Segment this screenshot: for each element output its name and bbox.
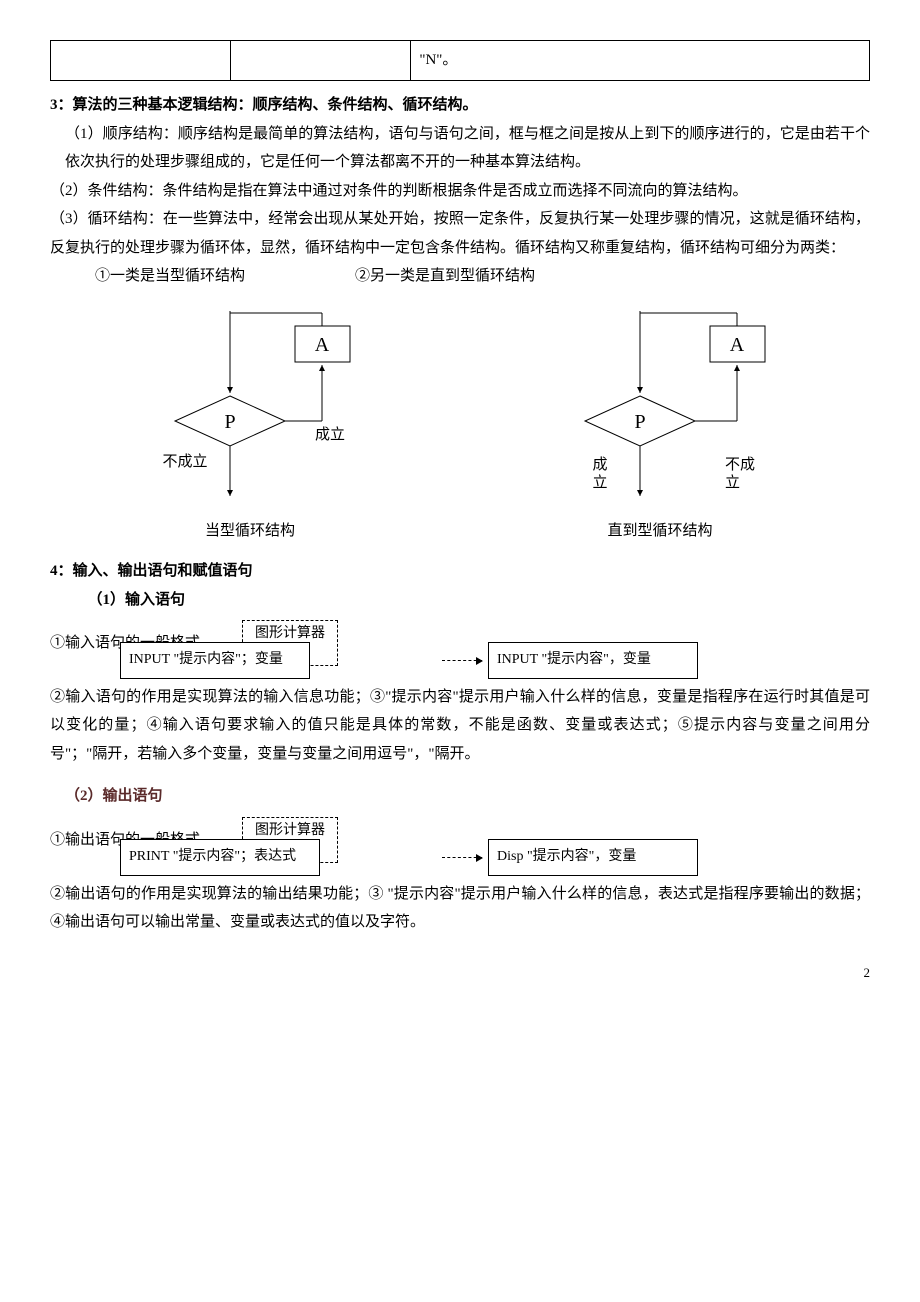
while-caption: 当型循环结构 bbox=[120, 517, 380, 546]
until-caption: 直到型循环结构 bbox=[520, 517, 800, 546]
top-table: "N"。 bbox=[50, 40, 870, 81]
diamond-p-text: P bbox=[224, 411, 235, 433]
loop-type-1-label: ①一类是当型循环结构 bbox=[95, 262, 245, 291]
svg-text:A: A bbox=[730, 334, 745, 356]
calc-format-top: 图形计算器 bbox=[255, 625, 325, 643]
input-code-left: INPUT "提示内容"；变量 bbox=[120, 642, 310, 679]
while-loop-diagram: A P 不成立 成立 当型循环结构 bbox=[120, 301, 380, 546]
while-true-label: 成立 bbox=[315, 426, 345, 443]
output-stmt-title: （2）输出语句 bbox=[65, 782, 870, 811]
input-code-right: INPUT "提示内容"，变量 bbox=[488, 642, 698, 679]
cond-structure-para: （2）条件结构：条件结构是指在算法中通过对条件的判断根据条件是否成立而选择不同流… bbox=[50, 177, 870, 206]
loop-diagrams: A P 不成立 成立 当型循环结构 bbox=[50, 301, 870, 546]
until-loop-svg: A P 成 立 不成 立 bbox=[520, 301, 800, 511]
dashed-arrow-icon bbox=[442, 660, 482, 661]
while-false-label: 不成立 bbox=[162, 453, 207, 470]
output-explain-para: ②输出语句的作用是实现算法的输出结果功能；③ "提示内容"提示用户输入什么样的信… bbox=[50, 880, 870, 937]
page-number: 2 bbox=[50, 961, 870, 986]
input-stmt-title: （1）输入语句 bbox=[88, 586, 871, 615]
output-code-right: Disp "提示内容"，变量 bbox=[488, 839, 698, 876]
svg-text:不成: 不成 bbox=[725, 456, 755, 473]
svg-text:立: 立 bbox=[725, 474, 740, 491]
svg-text:成: 成 bbox=[592, 456, 607, 473]
section-4-title: 4：输入、输出语句和赋值语句 bbox=[50, 557, 870, 586]
svg-text:立: 立 bbox=[592, 474, 607, 491]
until-loop-diagram: A P 成 立 不成 立 直到型循环结构 bbox=[520, 301, 800, 546]
while-loop-svg: A P 不成立 成立 bbox=[120, 301, 380, 511]
loop-structure-para: （3）循环结构：在一些算法中，经常会出现从某处开始，按照一定条件，反复执行某一处… bbox=[50, 205, 870, 262]
loop-type-2-label: ②另一类是直到型循环结构 bbox=[355, 262, 535, 291]
table-cell-text: "N"。 bbox=[419, 52, 457, 68]
output-code-left: PRINT "提示内容"；表达式 bbox=[120, 839, 320, 876]
seq-structure-para: （1）顺序结构：顺序结构是最简单的算法结构，语句与语句之间，框与框之间是按从上到… bbox=[65, 120, 870, 177]
section-3-title: 3：算法的三种基本逻辑结构：顺序结构、条件结构、循环结构。 bbox=[50, 91, 870, 120]
calc-format-top-2: 图形计算器 bbox=[255, 822, 325, 840]
svg-text:P: P bbox=[634, 411, 645, 433]
input-explain-para: ②输入语句的作用是实现算法的输入信息功能；③"提示内容"提示用户输入什么样的信息… bbox=[50, 683, 870, 769]
box-a-text: A bbox=[315, 334, 330, 356]
dashed-arrow-icon-2 bbox=[442, 857, 482, 858]
